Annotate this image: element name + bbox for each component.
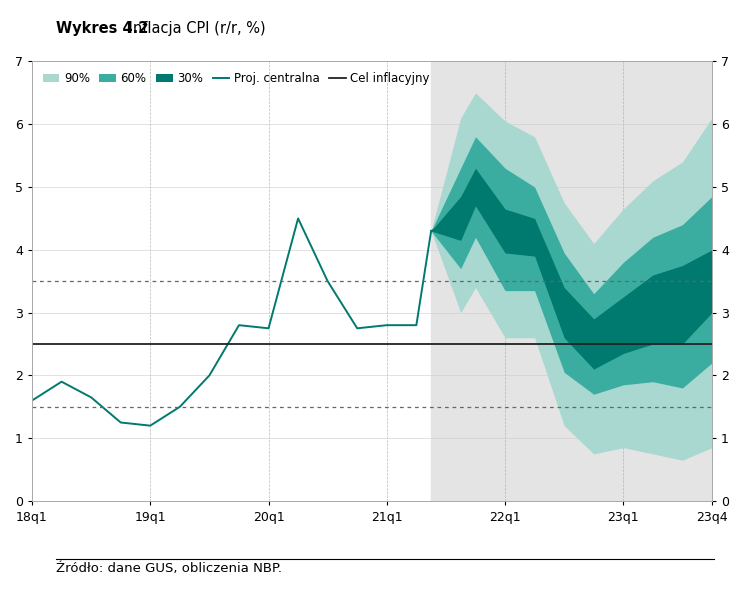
Legend: 90%, 60%, 30%, Proj. centralna, Cel inflacyjny: 90%, 60%, 30%, Proj. centralna, Cel infl… [38,67,434,90]
Text: Wykres 4.2: Wykres 4.2 [56,21,148,36]
Bar [431,62,712,501]
Text: Inflacja CPI (r/r, %): Inflacja CPI (r/r, %) [124,21,266,36]
Text: Źródło: dane GUS, obliczenia NBP.: Źródło: dane GUS, obliczenia NBP. [56,562,282,575]
